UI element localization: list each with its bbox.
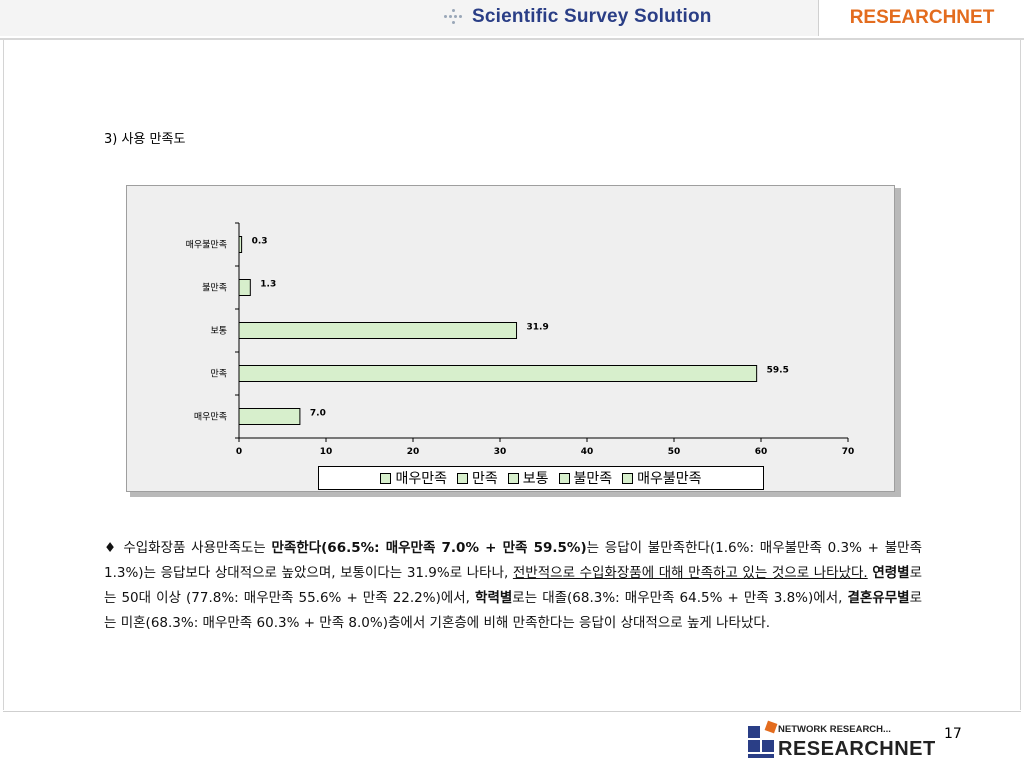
para-text-6: 로는 미혼(68.3%: 매우만족 60.3% + 만족 8.0%)층에서 기혼…	[104, 590, 922, 631]
para-underline-1: 전반적으로 수입화장품에 대해 만족하고 있는 것으로 나타났다.	[512, 565, 868, 581]
para-text-5: 로는 대졸(68.3%: 매우만족 64.5% + 만족 3.8%)에서,	[512, 590, 848, 606]
header-brand-box: RESEARCHNET	[818, 0, 1024, 36]
x-tick-label: 50	[668, 447, 681, 457]
x-tick-label: 10	[320, 447, 333, 457]
x-tick-label: 70	[842, 447, 855, 457]
bar	[238, 322, 518, 339]
summary-paragraph: ♦ 수입화장품 사용만족도는 만족한다(66.5%: 매우만족 7.0% + 만…	[104, 536, 922, 636]
legend-label: 보통	[522, 471, 549, 487]
tagline-text: Scientific Survey Solution	[472, 6, 712, 27]
legend-swatch	[380, 472, 392, 484]
data-label: 7.0	[310, 409, 326, 419]
frame-left-line	[3, 40, 4, 710]
legend-label: 만족	[471, 471, 498, 487]
dots-icon	[444, 7, 464, 27]
legend-swatch	[456, 472, 468, 484]
data-label: 31.9	[527, 323, 549, 333]
para-bold-education: 학력별	[475, 590, 513, 606]
data-label: 1.3	[260, 280, 276, 290]
para-bold-1: 만족한다(66.5%: 매우만족 7.0% + 만족 59.5%)	[271, 540, 587, 556]
legend-swatch	[622, 472, 634, 484]
bar	[238, 279, 251, 296]
data-label: 0.3	[252, 237, 268, 247]
bullet-icon: ♦	[104, 540, 118, 556]
category-label: 보통	[210, 326, 227, 337]
para-text-1: 수입화장품 사용만족도는	[117, 540, 272, 556]
legend-swatch	[558, 472, 570, 484]
legend-label: 불만족	[573, 471, 613, 487]
category-label: 매우만족	[194, 412, 227, 423]
bar	[238, 365, 758, 382]
legend-label: 매우불만족	[637, 471, 702, 487]
logo-small-text: NETWORK RESEARCH...	[778, 724, 891, 735]
x-tick-label: 40	[581, 447, 594, 457]
header-divider	[0, 38, 1024, 40]
bar	[238, 408, 301, 425]
header-tagline: Scientific Survey Solution	[444, 3, 712, 31]
bar	[238, 236, 243, 253]
legend-item: 보통	[507, 468, 549, 488]
footer-logo: NETWORK RESEARCH... RESEARCHNET	[748, 720, 948, 764]
legend-item: 만족	[456, 468, 498, 488]
para-text-2: 는 응답이 불만족한다(1.6%: 매우불만족 0.3% + 불만족 1.3%)…	[104, 540, 922, 581]
para-bold-marital: 결혼유무별	[847, 590, 910, 606]
bar-chart: 0 10 20 30 40 50 60 70 매우불만족 0.3 불만족 1.3 보통 31.9 만족 59.…	[186, 222, 855, 457]
legend-swatch	[507, 472, 519, 484]
category-label: 매우불만족	[186, 240, 227, 251]
x-tick-label: 60	[755, 447, 768, 457]
header-bar: Scientific Survey Solution RESEARCHNET	[0, 0, 1024, 36]
logo-big-text: RESEARCHNET	[778, 738, 936, 760]
section-title: 3) 사용 만족도	[104, 132, 186, 147]
footer-divider	[3, 711, 1021, 712]
category-label: 불만족	[202, 283, 227, 294]
para-bold-age: 연령별	[872, 565, 910, 581]
header-brand: RESEARCHNET	[849, 7, 995, 28]
x-tick-label: 20	[407, 447, 420, 457]
chart-panel: 0 10 20 30 40 50 60 70 매우불만족 0.3 불만족 1.3 보통 31.9 만족 59.…	[126, 185, 895, 492]
x-tick-label: 0	[236, 447, 242, 457]
category-label: 만족	[210, 369, 227, 380]
para-text-4: 로는 50대 이상 (77.8%: 매우만족 55.6% + 만족 22.2%)…	[104, 565, 922, 606]
logo-mark-icon	[748, 720, 778, 764]
data-label: 59.5	[767, 366, 789, 376]
frame-right-line	[1020, 40, 1021, 710]
chart-legend: 매우만족 만족 보통 불만족 매우불만족	[318, 466, 764, 490]
legend-item: 매우만족	[380, 468, 447, 488]
legend-item: 불만족	[558, 468, 613, 488]
legend-label: 매우만족	[395, 471, 447, 487]
page-number: 17	[944, 726, 962, 742]
x-tick-label: 30	[494, 447, 507, 457]
legend-item: 매우불만족	[622, 468, 702, 488]
